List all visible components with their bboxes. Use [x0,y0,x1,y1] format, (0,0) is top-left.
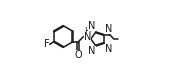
Text: F: F [44,39,49,49]
Text: H: H [84,27,90,36]
Text: N: N [88,46,95,56]
Text: N: N [104,44,112,54]
Text: N: N [84,32,91,42]
Text: N: N [104,24,112,34]
Text: N: N [88,21,95,31]
Text: O: O [74,50,82,60]
